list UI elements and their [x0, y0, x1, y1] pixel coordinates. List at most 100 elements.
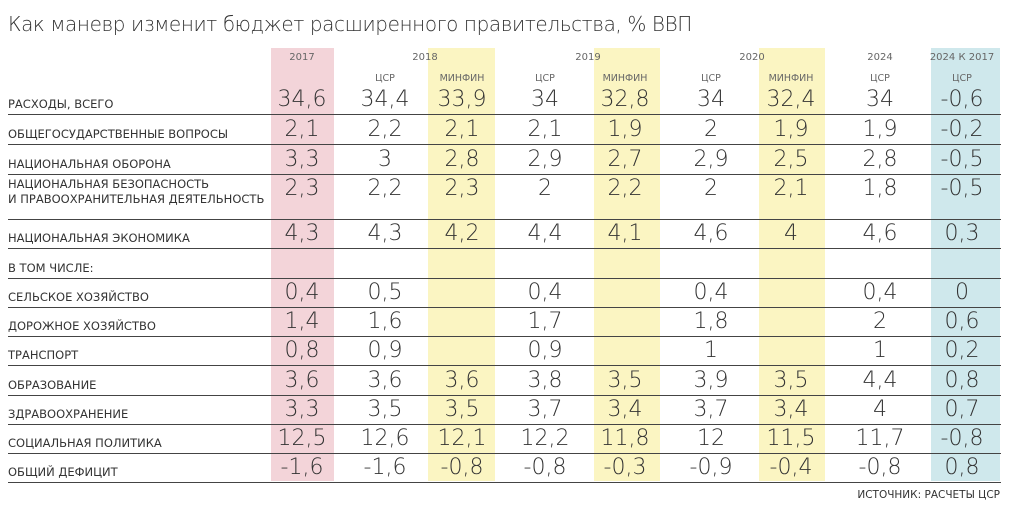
source-header: ЦСР [701, 73, 721, 84]
table-cell: 2,9 [527, 147, 563, 172]
table-cell: 3,6 [367, 368, 403, 393]
table-cell: 2,2 [607, 176, 643, 201]
row-label: ЗДРАВООХРАНЕНИЕ [8, 407, 129, 421]
row-divider [8, 424, 1001, 425]
source-header: ЦСР [535, 73, 555, 84]
table-cell: 2,5 [773, 147, 809, 172]
table-cell: 34,6 [277, 87, 327, 112]
table-cell: 4,1 [607, 221, 643, 246]
table-cell: 0,6 [944, 309, 980, 334]
table-cell: 2,3 [284, 176, 320, 201]
table-cell: 1,9 [773, 117, 809, 142]
table-cell: 3,5 [367, 397, 403, 422]
table-cell: 2,1 [773, 176, 809, 201]
row-divider [8, 144, 1001, 145]
table-cell: 4,6 [862, 221, 898, 246]
table-cell: 32,8 [600, 87, 650, 112]
column-highlight-yellow [594, 48, 660, 481]
table-cell: 3,5 [444, 397, 480, 422]
row-label: ОБЩИЙ ДЕФИЦИТ [8, 465, 118, 479]
table-cell: 0,4 [527, 280, 563, 305]
table-cell: 11,8 [600, 426, 650, 451]
table-cell: 2 [538, 176, 552, 201]
table-cell: 0,4 [284, 280, 320, 305]
year-header: 2024 К 2017 [929, 52, 995, 63]
column-highlight-yellow [428, 48, 495, 481]
table-cell: 1 [704, 338, 718, 363]
table-cell: 2 [704, 176, 718, 201]
table-cell: 34 [531, 87, 559, 112]
table-cell: 0,4 [693, 280, 729, 305]
table-cell: -0,8 [940, 426, 984, 451]
table-cell: 2 [873, 309, 887, 334]
table-cell: 2,2 [367, 176, 403, 201]
table-cell: -0,3 [603, 455, 647, 480]
table-cell: 3,3 [284, 397, 320, 422]
table-cell: 0,3 [944, 221, 980, 246]
table-cell: 3,4 [607, 397, 643, 422]
table-cell: 0,4 [862, 280, 898, 305]
table-cell: 2,7 [607, 147, 643, 172]
table-cell: 2 [704, 117, 718, 142]
table-cell: 1,4 [284, 309, 320, 334]
row-divider [8, 278, 1001, 279]
column-highlight-yellow [759, 48, 825, 481]
year-header: 2017 [289, 52, 315, 63]
table-cell: 34 [697, 87, 725, 112]
row-divider [8, 482, 1001, 483]
table-cell: -0,8 [440, 455, 484, 480]
row-divider [8, 219, 1001, 220]
year-header: 2020 [739, 52, 765, 63]
table-cell: 0,5 [367, 280, 403, 305]
row-label: НАЦИОНАЛЬНАЯ ЭКОНОМИКА [8, 231, 190, 245]
table-cell: 0,8 [944, 455, 980, 480]
row-divider [8, 395, 1001, 396]
table-cell: 3,5 [607, 368, 643, 393]
row-label: ОБЩЕГОСУДАРСТВЕННЫЕ ВОПРОСЫ [8, 127, 228, 141]
table-cell: 12,1 [437, 426, 487, 451]
table-cell: 1,8 [862, 176, 898, 201]
table-cell: 3,6 [444, 368, 480, 393]
table-cell: 0 [955, 280, 969, 305]
table-cell: 3,7 [693, 397, 729, 422]
table-cell: 34,4 [360, 87, 410, 112]
table-cell: 2,2 [367, 117, 403, 142]
column-highlight-blue [931, 48, 1000, 481]
table-cell: -0,8 [858, 455, 902, 480]
table-cell: 0,2 [944, 338, 980, 363]
source-note: ИСТОЧНИК: РАСЧЕТЫ ЦСР [857, 489, 1000, 501]
row-divider [8, 248, 1001, 249]
table-cell: 2,1 [444, 117, 480, 142]
source-header: МИНФИН [768, 73, 814, 84]
table-cell: -0,6 [940, 87, 984, 112]
table-cell: 3 [378, 147, 392, 172]
chart-title: Как маневр изменит бюджет расширенного п… [8, 12, 692, 36]
table-cell: 34 [866, 87, 894, 112]
row-label: ДОРОЖНОЕ ХОЗЯЙСТВО [8, 319, 156, 333]
source-header: ЦСР [375, 73, 395, 84]
table-cell: 4,6 [693, 221, 729, 246]
table-cell: -1,6 [280, 455, 324, 480]
row-label: СЕЛЬСКОЕ ХОЗЯЙСТВО [8, 290, 149, 304]
year-header: 2018 [412, 52, 438, 63]
table-cell: 4,3 [367, 221, 403, 246]
source-header: ЦСР [952, 73, 972, 84]
table-cell: 3,4 [773, 397, 809, 422]
table-cell: 1,9 [862, 117, 898, 142]
table-cell: -0,8 [523, 455, 567, 480]
table-cell: 2,9 [693, 147, 729, 172]
table-cell: 1,8 [693, 309, 729, 334]
table-cell: 12,5 [277, 426, 327, 451]
table-cell: 4,4 [862, 368, 898, 393]
table-cell: 3,3 [284, 147, 320, 172]
table-cell: -0,2 [940, 117, 984, 142]
table-cell: -0,4 [769, 455, 813, 480]
table-cell: 4,2 [444, 221, 480, 246]
table-cell: 4 [873, 397, 887, 422]
source-header: МИНФИН [439, 73, 485, 84]
table-cell: 2,1 [284, 117, 320, 142]
row-label-line2: И ПРАВООХРАНИТЕЛЬНАЯ ДЕЯТЕЛЬНОСТЬ [8, 192, 265, 206]
table-cell: 0,8 [944, 368, 980, 393]
year-header: 2019 [575, 52, 601, 63]
table-cell: 33,9 [437, 87, 487, 112]
